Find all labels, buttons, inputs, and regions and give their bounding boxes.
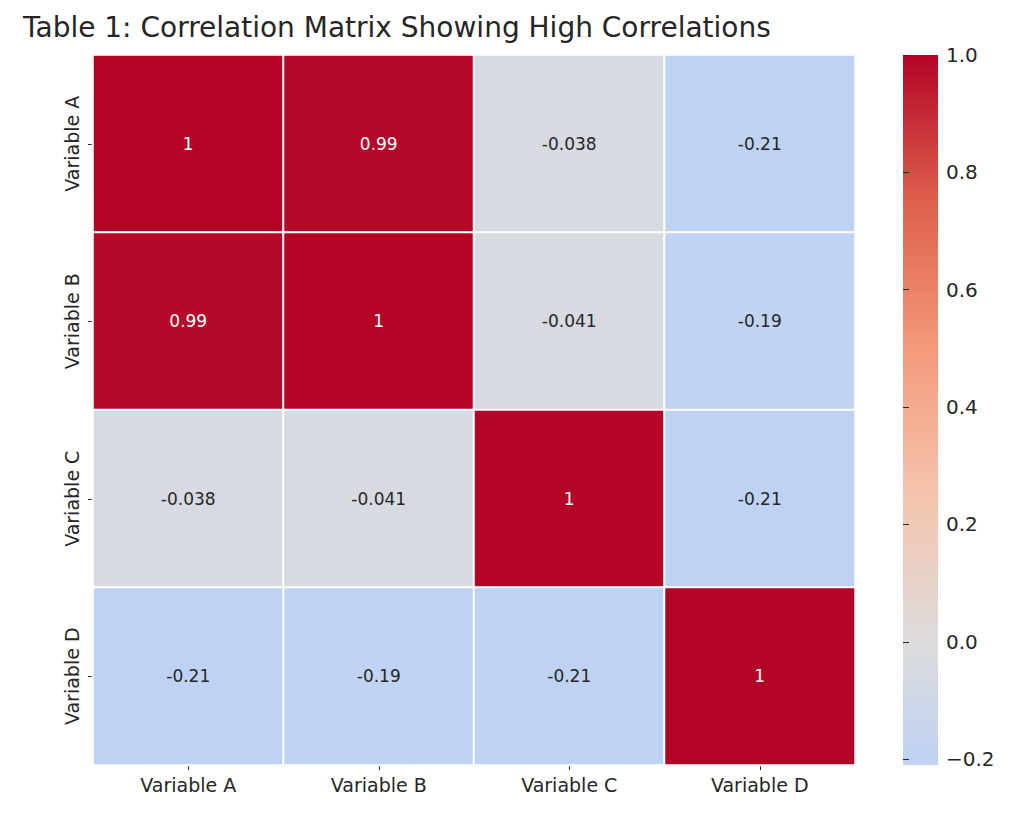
svg-text:Variable A: Variable A <box>61 96 83 192</box>
svg-text:0.99: 0.99 <box>169 311 207 331</box>
svg-text:-0.19: -0.19 <box>738 311 782 331</box>
svg-text:0.99: 0.99 <box>360 134 398 154</box>
svg-text:1: 1 <box>754 666 765 686</box>
svg-text:Variable B: Variable B <box>331 774 427 796</box>
svg-text:0.4: 0.4 <box>946 395 978 419</box>
svg-text:Variable C: Variable C <box>521 774 617 796</box>
svg-text:-0.041: -0.041 <box>542 311 597 331</box>
svg-text:0.0: 0.0 <box>946 630 978 654</box>
svg-text:-0.21: -0.21 <box>738 134 782 154</box>
svg-text:Variable D: Variable D <box>61 627 83 725</box>
svg-text:−0.2: −0.2 <box>946 747 995 771</box>
svg-text:Variable B: Variable B <box>61 273 83 369</box>
svg-text:0.8: 0.8 <box>946 160 978 184</box>
svg-text:-0.041: -0.041 <box>351 489 406 509</box>
svg-text:Table 1: Correlation Matrix Sh: Table 1: Correlation Matrix Showing High… <box>22 11 771 44</box>
svg-text:1: 1 <box>373 311 384 331</box>
svg-text:1.0: 1.0 <box>946 43 978 67</box>
svg-text:1: 1 <box>183 134 194 154</box>
svg-text:-0.21: -0.21 <box>166 666 210 686</box>
svg-text:1: 1 <box>564 489 575 509</box>
svg-text:-0.19: -0.19 <box>357 666 401 686</box>
svg-text:-0.038: -0.038 <box>542 134 597 154</box>
svg-text:-0.21: -0.21 <box>738 489 782 509</box>
svg-text:-0.21: -0.21 <box>547 666 591 686</box>
svg-text:0.6: 0.6 <box>946 278 978 302</box>
svg-text:Variable A: Variable A <box>140 774 236 796</box>
svg-text:Variable D: Variable D <box>711 774 809 796</box>
svg-text:0.2: 0.2 <box>946 512 978 536</box>
svg-text:-0.038: -0.038 <box>161 489 216 509</box>
svg-text:Variable C: Variable C <box>61 451 83 547</box>
